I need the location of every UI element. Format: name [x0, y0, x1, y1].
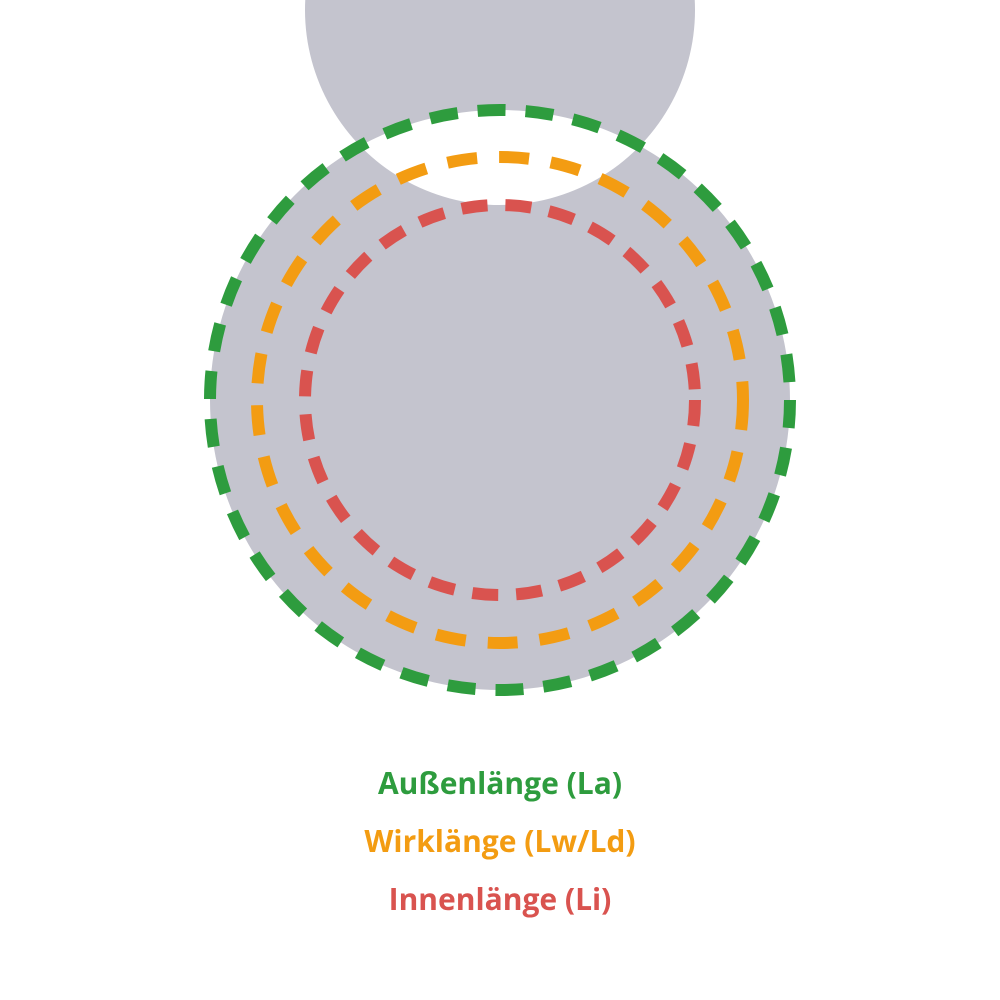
legend-item-outer: Außenlänge (La) — [364, 768, 635, 798]
belt-band — [210, 0, 790, 690]
legend: Außenlänge (La) Wirklänge (Lw/Ld) Innenl… — [364, 740, 635, 942]
ring-svg — [0, 0, 1000, 720]
ring-diagram — [0, 0, 1000, 720]
legend-item-inner: Innenlänge (Li) — [364, 884, 635, 914]
legend-item-middle: Wirklänge (Lw/Ld) — [364, 826, 635, 856]
